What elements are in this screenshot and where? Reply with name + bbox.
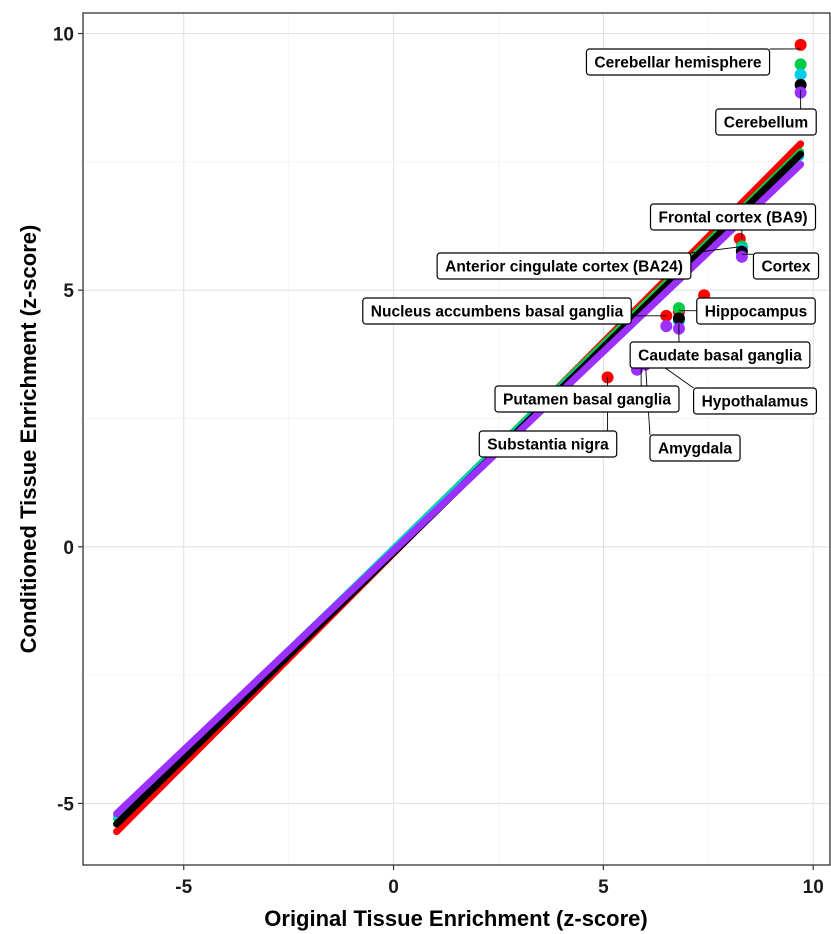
- point-label: Hippocampus: [696, 297, 816, 325]
- point-label: Amygdala: [649, 434, 741, 462]
- point-label-text: Cerebellum: [724, 115, 808, 132]
- point-label-box: [629, 341, 811, 369]
- point-label-box: [362, 297, 632, 325]
- point-label: Frontal cortex (BA9): [649, 203, 817, 231]
- point-label-text: Caudate basal ganglia: [638, 348, 802, 365]
- point-label-box: [692, 387, 818, 415]
- point-label: Cerebellar hemisphere: [585, 48, 771, 76]
- label-leader-line: [690, 246, 742, 254]
- point-label: Cortex: [752, 252, 820, 280]
- data-point: [735, 250, 748, 263]
- point-label-text: Nucleus accumbens basal ganglia: [371, 304, 624, 321]
- y-axis-ticks: -5 0 5 10: [53, 25, 83, 815]
- point-label-box: [478, 430, 618, 458]
- data-point: [660, 320, 673, 333]
- point-label-text: Cortex: [761, 259, 810, 276]
- point-label-box: [585, 48, 771, 76]
- point-label-text: Hippocampus: [705, 304, 807, 321]
- y-tick-label: 0: [63, 538, 74, 559]
- point-label-box: [494, 385, 680, 413]
- point-label: Anterior cingulate cortex (BA24): [436, 252, 692, 280]
- point-label-box: [715, 108, 817, 136]
- point-label-box: [752, 252, 820, 280]
- point-label: Cerebellum: [715, 108, 817, 136]
- point-label-text: Putamen basal ganglia: [503, 392, 671, 409]
- point-label-text: Frontal cortex (BA9): [659, 210, 808, 227]
- x-axis-ticks: -5 0 5 10: [175, 865, 824, 898]
- point-label-box: [649, 203, 817, 231]
- point-label-text: Substantia nigra: [487, 437, 609, 454]
- point-label-box: [696, 297, 816, 325]
- y-tick-label: -5: [57, 794, 74, 815]
- point-label-text: Hypothalamus: [702, 394, 809, 411]
- point-label-box: [649, 434, 741, 462]
- data-point: [672, 302, 685, 315]
- y-tick-label: 10: [53, 25, 74, 46]
- point-label: Caudate basal ganglia: [629, 341, 811, 369]
- x-tick-label: 0: [388, 877, 399, 898]
- x-tick-label: -5: [175, 877, 192, 898]
- x-tick-label: 5: [598, 877, 609, 898]
- data-point: [794, 68, 807, 81]
- data-point: [794, 38, 807, 51]
- point-label: Putamen basal ganglia: [494, 385, 680, 413]
- data-point: [672, 312, 685, 325]
- point-label: Substantia nigra: [478, 430, 618, 458]
- x-axis-title: Original Tissue Enrichment (z-score): [264, 906, 647, 931]
- point-labels: Cerebellar hemisphere Cerebellum Frontal c…: [362, 48, 820, 462]
- point-label: Hypothalamus: [692, 387, 818, 415]
- y-tick-label: 5: [63, 281, 74, 302]
- fit-lines: [113, 140, 805, 836]
- point-label-text: Anterior cingulate cortex (BA24): [445, 259, 683, 276]
- y-axis-title: Conditioned Tissue Enrichment (z-score): [16, 225, 41, 654]
- point-label-text: Amygdala: [658, 441, 732, 458]
- point-label: Nucleus accumbens basal ganglia: [362, 297, 632, 325]
- plot-panel-border: [82, 12, 831, 866]
- point-label-text: Cerebellar hemisphere: [594, 55, 762, 72]
- point-label-box: [436, 252, 692, 280]
- data-point: [794, 58, 807, 71]
- x-tick-label: 10: [803, 877, 824, 898]
